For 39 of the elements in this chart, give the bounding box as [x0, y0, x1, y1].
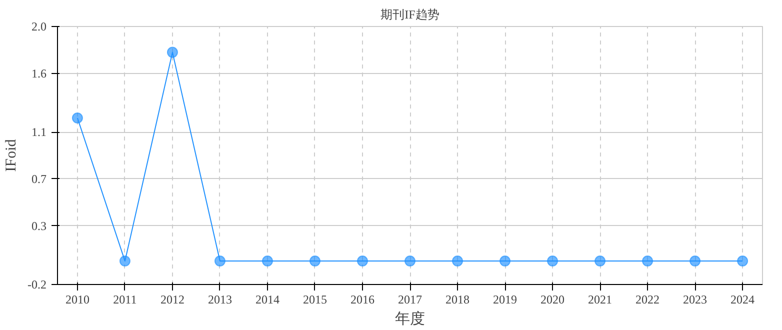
- x-tick-label: 2016: [350, 292, 374, 306]
- x-tick-label: 2014: [255, 292, 280, 306]
- x-tick-label: 2012: [160, 292, 184, 306]
- x-tick-label: 2013: [208, 292, 232, 306]
- x-tick-label: 2010: [65, 292, 90, 306]
- point: [594, 256, 606, 267]
- x-tick-label: 2024: [730, 292, 755, 306]
- point: [214, 256, 226, 267]
- point: [737, 256, 748, 267]
- y-tick-label: 2.0: [32, 20, 46, 34]
- point: [72, 112, 83, 124]
- point: [642, 256, 654, 267]
- x-tick-label: 2023: [683, 292, 708, 306]
- y-tick-label: 1.1: [32, 125, 46, 140]
- chart-title: 期刊IF趋势: [380, 8, 440, 22]
- point: [690, 256, 701, 267]
- point: [309, 256, 320, 267]
- x-tick-label: 2018: [446, 292, 470, 306]
- point: [166, 46, 178, 58]
- y-tick-label: 0.3: [32, 218, 46, 233]
- point: [262, 256, 273, 267]
- x-tick-label: 2019: [493, 292, 518, 306]
- point: [547, 256, 558, 267]
- y-tick-label: 0.7: [32, 172, 46, 186]
- y-tick-label: 1.6: [32, 66, 46, 80]
- point: [500, 256, 511, 267]
- x-tick-label: 2015: [302, 292, 327, 306]
- x-tick-label: 2011: [113, 292, 137, 306]
- point: [452, 256, 464, 267]
- point: [404, 256, 416, 267]
- y-axis-title: IFoid: [4, 138, 20, 172]
- point: [356, 256, 368, 267]
- x-tick-label: 2020: [540, 292, 565, 306]
- point: [119, 256, 130, 267]
- x-tick-label: 2022: [636, 292, 660, 306]
- x-tick-label: 2021: [588, 292, 612, 306]
- x-tick-label: 2017: [398, 292, 422, 306]
- x-axis-title: 年度: [395, 310, 425, 328]
- y-tick-label: -0.2: [28, 278, 47, 292]
